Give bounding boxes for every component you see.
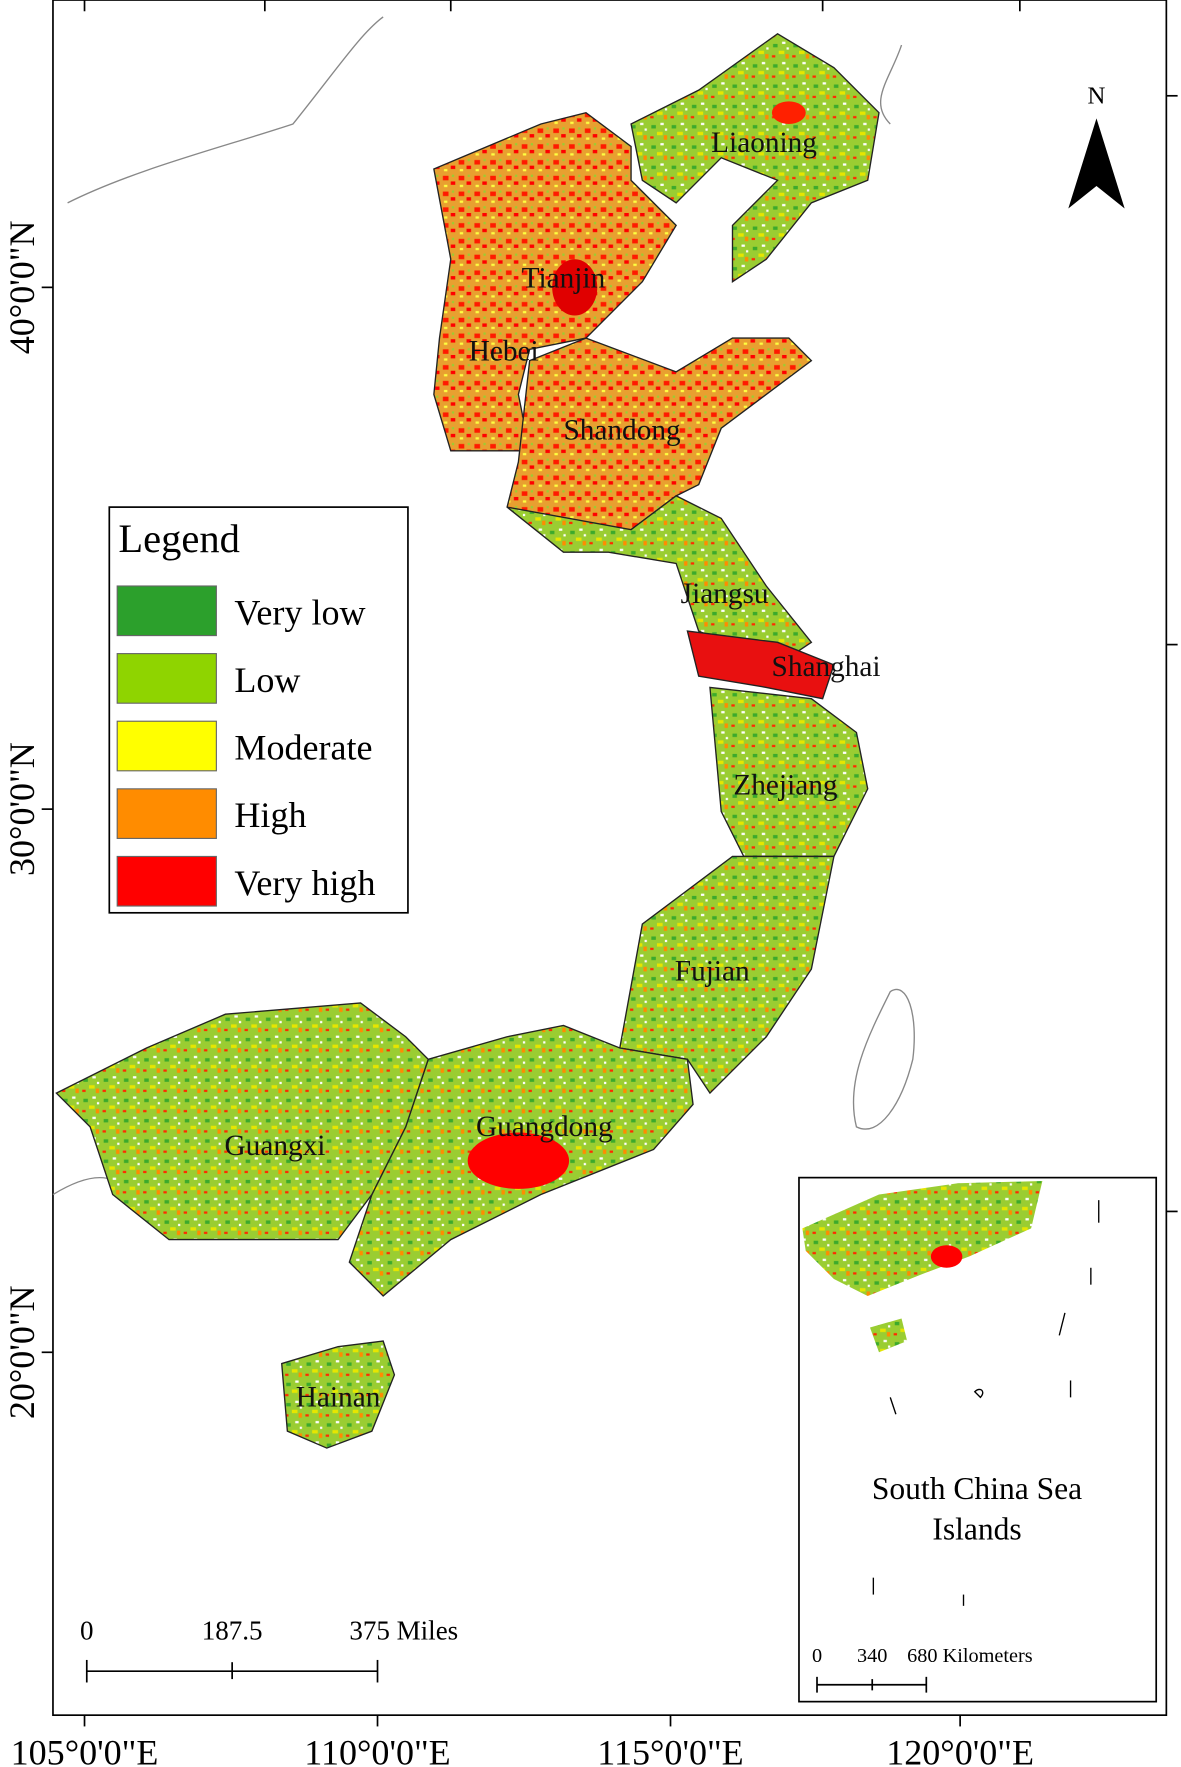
legend-swatch — [116, 653, 217, 704]
province-label: Liaoning — [711, 127, 817, 159]
legend-swatch — [116, 585, 217, 637]
scale-label: 375 Miles — [349, 1616, 458, 1646]
north-arrow: N — [1068, 83, 1125, 209]
inset: South China Sea Islands 0 340 680 Kilomet… — [798, 1176, 1158, 1703]
legend-label: Low — [234, 660, 300, 700]
legend-label: High — [234, 795, 306, 835]
lon-label: 120°0'0"E — [886, 1733, 1034, 1767]
scale-label: 0 — [80, 1616, 94, 1646]
province-label: Guangxi — [225, 1130, 326, 1162]
legend-swatch — [116, 720, 217, 772]
scale-label: 680 Kilometers — [907, 1645, 1033, 1667]
province-label: Hainan — [296, 1381, 381, 1413]
province-label: Hebei — [469, 336, 539, 368]
province-label: Shandong — [563, 414, 680, 446]
province-label: Zhejiang — [733, 769, 837, 801]
province-label: Jiangsu — [681, 578, 769, 610]
province-label: Guangdong — [476, 1111, 613, 1143]
inset-title: South China Sea Islands — [872, 1471, 1082, 1547]
axis-labels: 105°0'0"E 110°0'0"E 115°0'0"E 120°0'0"E 20°0… — [2, 220, 1034, 1767]
legend-label: Very low — [234, 592, 365, 632]
lon-label: 115°0'0"E — [597, 1733, 743, 1767]
province-label: Tianjin — [522, 262, 606, 294]
scale-label: 187.5 — [202, 1616, 263, 1646]
frame-ticks — [41, 0, 1178, 1727]
province-label: Fujian — [675, 955, 750, 987]
legend: Legend Very low Low Moderate High Very high — [108, 506, 409, 914]
scale-label: 0 — [812, 1645, 822, 1667]
scale-label: 340 — [857, 1645, 887, 1667]
scale-bar — [85, 1659, 379, 1683]
north-label: N — [1088, 83, 1106, 110]
lat-label: 40°0'0"N — [2, 220, 42, 354]
legend-label: Very high — [234, 863, 375, 903]
provinces — [55, 33, 880, 1449]
lon-label: 110°0'0"E — [304, 1733, 450, 1767]
lat-label: 30°0'0"N — [2, 742, 42, 876]
legend-swatch — [116, 855, 217, 907]
lat-label: 20°0'0"N — [2, 1285, 42, 1419]
legend-title: Legend — [118, 516, 240, 561]
legend-swatch — [116, 788, 217, 839]
province-label: Shanghai — [772, 651, 881, 683]
lon-label: 105°0'0"E — [11, 1733, 159, 1767]
legend-label: Moderate — [234, 728, 372, 768]
